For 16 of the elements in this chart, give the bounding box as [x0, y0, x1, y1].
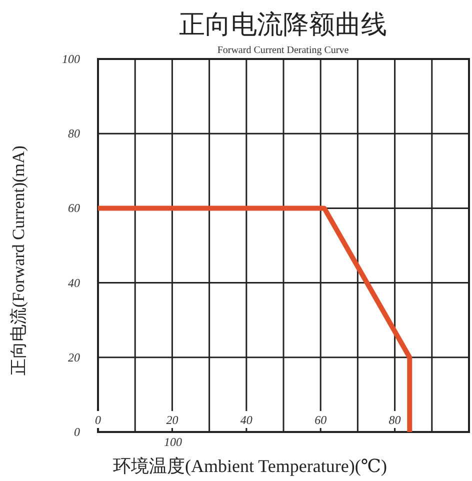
x-tick-label: 20: [166, 413, 178, 427]
x-tick-label: 40: [240, 413, 252, 427]
x-tick-label: 80: [388, 413, 401, 427]
y-tick-label: 60: [68, 201, 80, 216]
chart-title: 正向电流降额曲线: [179, 10, 387, 40]
x-tick-label: 60: [314, 413, 327, 427]
y-tick-label: 20: [68, 350, 80, 364]
x-axis-title: 环境温度(Ambient Temperature)(℃): [113, 456, 387, 476]
text: 100: [164, 435, 182, 449]
y-tick-label: 80: [68, 126, 80, 141]
y-tick-label: 0: [74, 425, 80, 439]
chart-subtitle: Forward Current Derating Curve: [217, 45, 350, 56]
y-tick-label: 40: [68, 276, 80, 290]
y-tick-label: 100: [62, 52, 80, 66]
x-tick-label: 0: [95, 413, 101, 427]
y-axis-title: 正向电流(Forward Current)(mA): [9, 146, 28, 376]
